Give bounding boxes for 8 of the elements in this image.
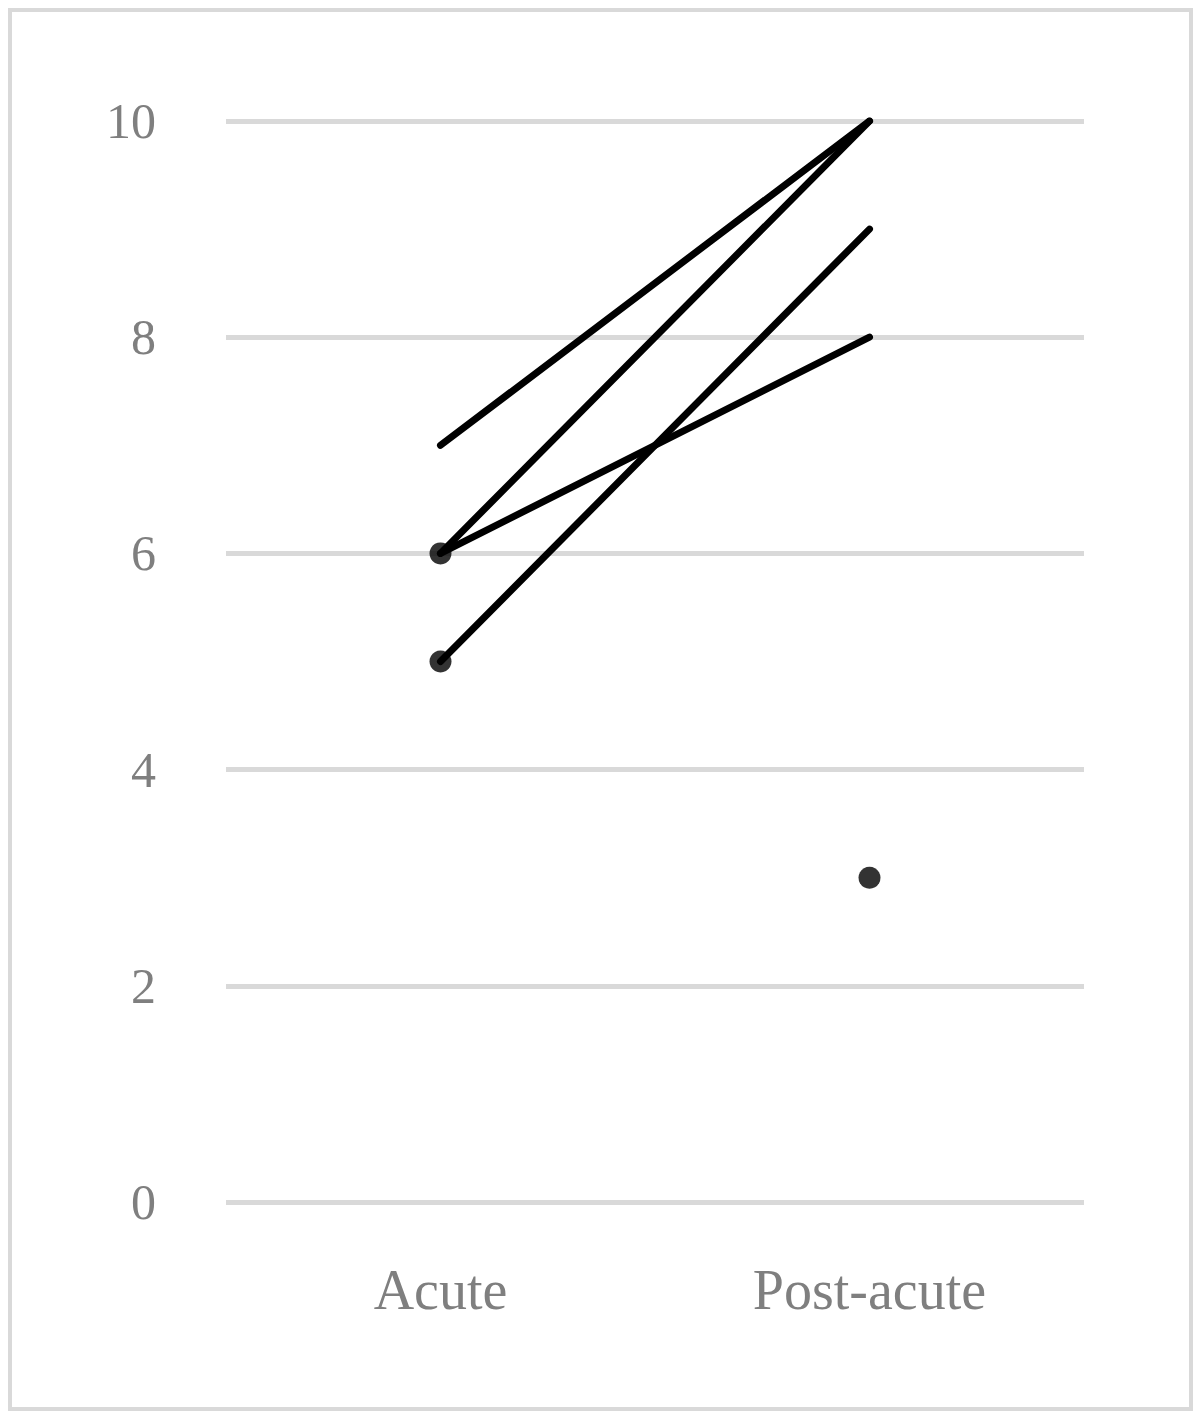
y-tick-label: 8 — [131, 309, 156, 366]
y-tick-label: 2 — [131, 957, 156, 1014]
x-tick-label: Acute — [373, 1259, 508, 1321]
y-tick-label: 6 — [131, 525, 156, 582]
x-tick-label: Post-acute — [752, 1259, 987, 1321]
y-tick-label: 10 — [106, 93, 156, 149]
y-tick-label: 4 — [131, 741, 156, 798]
y-tick-label: 0 — [131, 1174, 156, 1230]
